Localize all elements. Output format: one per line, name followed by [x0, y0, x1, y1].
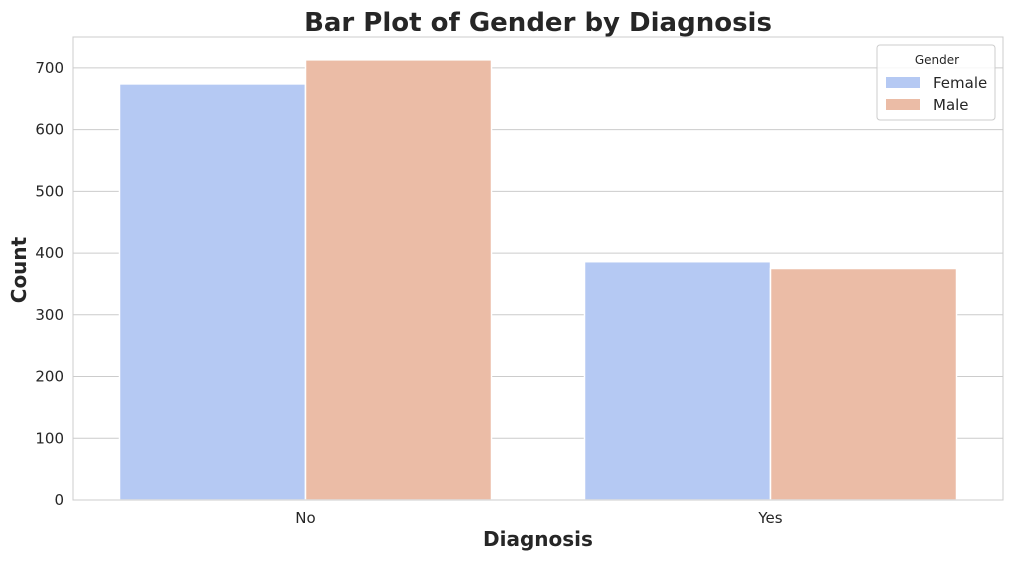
- x-tick-labels: No Yes: [295, 509, 782, 527]
- plot-frame: [72, 36, 1004, 501]
- y-tick-label: 100: [35, 429, 64, 447]
- y-tick-labels: 0 100 200 300 400 500 600 700: [35, 59, 64, 509]
- legend-label-female: Female: [933, 74, 987, 92]
- x-tick-label: Yes: [757, 509, 782, 527]
- chart-title: Bar Plot of Gender by Diagnosis: [304, 8, 772, 38]
- y-tick-label: 600: [35, 121, 64, 139]
- y-tick-label: 300: [35, 306, 64, 324]
- bar-female-no: [118, 83, 307, 501]
- legend: Gender Female Male: [876, 44, 996, 121]
- y-tick-label: 700: [35, 59, 64, 77]
- legend-swatch-male: [886, 99, 920, 110]
- y-axis-label: Count: [7, 236, 31, 303]
- legend-swatch-female: [886, 77, 920, 88]
- y-tick-label: 0: [54, 491, 64, 509]
- x-tick-label: No: [295, 509, 315, 527]
- bars: [118, 59, 958, 501]
- bar-male-no: [304, 59, 493, 501]
- legend-title: Gender: [915, 53, 959, 67]
- y-tick-label: 500: [35, 182, 64, 200]
- bar-female-yes: [583, 260, 772, 501]
- bar-male-yes: [769, 267, 958, 501]
- y-tick-label: 200: [35, 368, 64, 386]
- x-axis-label: Diagnosis: [483, 527, 593, 551]
- legend-label-male: Male: [933, 96, 969, 114]
- y-tick-label: 400: [35, 244, 64, 262]
